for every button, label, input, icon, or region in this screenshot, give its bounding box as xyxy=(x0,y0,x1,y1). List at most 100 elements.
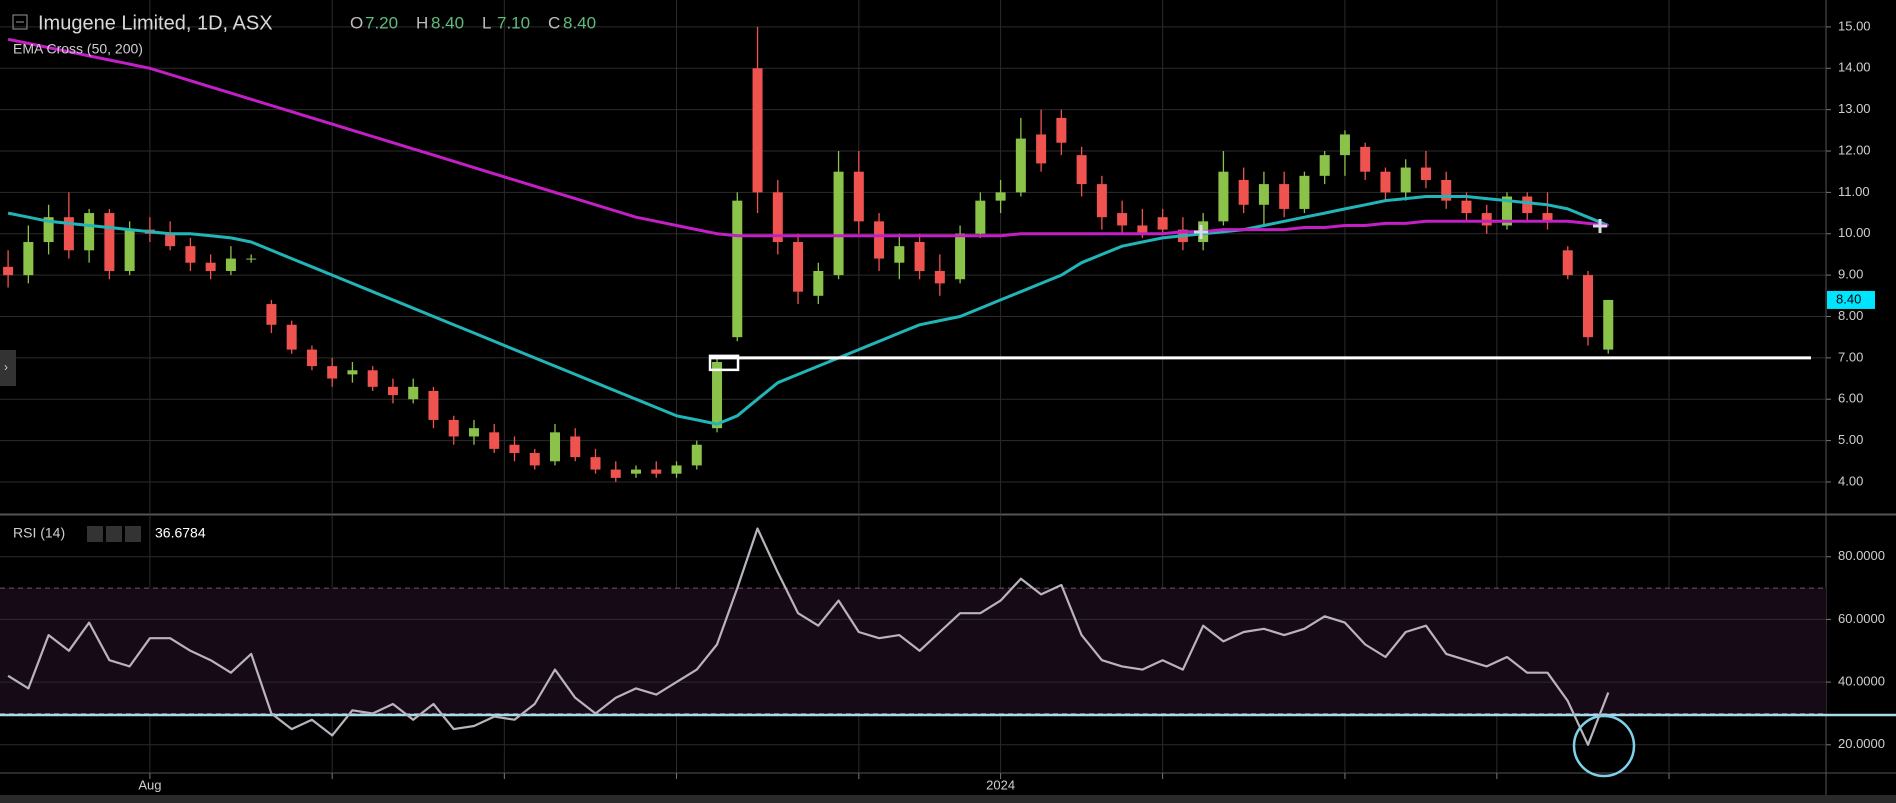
candle-body xyxy=(1157,217,1168,230)
candle-body xyxy=(408,386,419,400)
y-tick-label: 7.00 xyxy=(1838,349,1863,364)
candle-body xyxy=(1056,117,1067,143)
candle-body xyxy=(205,262,216,271)
candle-body xyxy=(124,229,135,271)
cross-marker xyxy=(1593,219,1607,233)
y-tick-label: 8.00 xyxy=(1838,308,1863,323)
candle-body xyxy=(1076,155,1087,185)
candle-body xyxy=(1542,213,1553,222)
candle-body xyxy=(225,258,236,271)
ohlc-value: 8.40 xyxy=(563,13,596,32)
candle-body xyxy=(286,324,297,350)
candle-body xyxy=(712,361,723,429)
rsi-last-value: 36.6784 xyxy=(155,525,206,541)
ohlc-key: C xyxy=(548,13,560,32)
candle-body xyxy=(833,171,844,276)
candle-body xyxy=(955,233,966,280)
last-price-tag xyxy=(1827,290,1875,309)
candle-body xyxy=(306,349,317,367)
side-panel-tab[interactable] xyxy=(0,350,16,386)
bottom-strip xyxy=(0,795,1896,803)
y-tick-label: 13.00 xyxy=(1838,101,1871,116)
x-tick-label: Aug xyxy=(138,777,161,792)
y-tick-label: 60.0000 xyxy=(1838,611,1885,626)
candle-body xyxy=(266,304,277,325)
candle-body xyxy=(1279,184,1290,209)
candle-body xyxy=(468,428,479,437)
candle-body xyxy=(651,469,662,474)
candle-body xyxy=(813,270,824,296)
ohlc-key: H xyxy=(416,13,428,32)
candle-body xyxy=(995,192,1006,201)
candle-body xyxy=(1603,299,1614,350)
candle-body xyxy=(793,242,804,292)
candle-body xyxy=(387,386,398,396)
candle-body xyxy=(1258,184,1269,205)
candle-body xyxy=(1218,171,1229,222)
candle-body xyxy=(1380,171,1391,193)
rsi-visibility-button[interactable] xyxy=(87,526,103,542)
rsi-line xyxy=(7,527,1610,746)
ema-line xyxy=(7,195,1609,426)
indicator-title: EMA Cross (50, 200) xyxy=(13,41,143,57)
labels-layer: Imugene Limited, 1D, ASX EMA Cross (50, … xyxy=(0,12,1885,792)
candle-body xyxy=(43,217,54,243)
candle-body xyxy=(448,419,459,437)
candle-body xyxy=(1461,200,1472,214)
candle-body xyxy=(1339,134,1350,156)
y-tick-label: 12.00 xyxy=(1838,142,1871,157)
y-tick-label: 4.00 xyxy=(1838,473,1863,488)
candle-body xyxy=(894,246,905,263)
candle-body xyxy=(23,242,34,276)
ohlc-key: L xyxy=(482,13,491,32)
marks-layer xyxy=(0,26,1896,778)
support-box xyxy=(708,354,740,372)
candle-body xyxy=(631,469,642,474)
chart-title: Imugene Limited, 1D, ASX xyxy=(38,12,273,34)
candle-body xyxy=(1299,175,1310,209)
candle-body xyxy=(1583,275,1594,338)
candle-body xyxy=(347,370,358,375)
candle-body xyxy=(732,200,743,338)
rsi-settings-button[interactable] xyxy=(106,526,122,542)
candle-body xyxy=(63,217,74,251)
candle-body xyxy=(185,246,196,263)
last-price-label: 8.40 xyxy=(1836,291,1861,306)
rsi-remove-button[interactable] xyxy=(125,526,141,542)
collapse-button[interactable] xyxy=(12,14,28,30)
candle-body xyxy=(509,444,520,454)
candle-body xyxy=(84,213,95,251)
candle-body xyxy=(772,192,783,243)
candle-body xyxy=(104,213,115,271)
y-tick-label: 5.00 xyxy=(1838,432,1863,447)
candle-body xyxy=(1096,184,1107,218)
ohlc-value: 8.40 xyxy=(431,13,464,32)
y-tick-label: 9.00 xyxy=(1838,267,1863,282)
candle-body xyxy=(934,270,945,284)
candle-body xyxy=(1015,138,1026,193)
cross-marker xyxy=(1194,225,1208,239)
candle-body xyxy=(671,465,682,474)
candle-body xyxy=(1400,167,1411,193)
rsi-title: RSI (14) xyxy=(13,525,65,541)
candle-body xyxy=(165,233,176,247)
y-tick-label: 6.00 xyxy=(1838,391,1863,406)
candle-body xyxy=(327,366,338,379)
y-tick-label: 11.00 xyxy=(1838,184,1870,199)
y-tick-label: 14.00 xyxy=(1838,60,1871,75)
candle-body xyxy=(1420,167,1431,180)
y-tick-label: 40.0000 xyxy=(1838,674,1885,689)
candle-body xyxy=(367,370,378,387)
candle-body xyxy=(874,221,885,259)
y-tick-label: 80.0000 xyxy=(1838,548,1885,563)
candle-body xyxy=(1562,250,1573,276)
ohlc-key: O xyxy=(350,13,363,32)
y-tick-label: 10.00 xyxy=(1838,225,1871,240)
rsi-band xyxy=(0,588,1826,714)
candle-body xyxy=(1319,155,1330,176)
candle-body xyxy=(1036,134,1047,164)
ema-line xyxy=(7,37,1609,238)
candle-body xyxy=(1522,196,1533,214)
y-tick-label: 20.0000 xyxy=(1838,736,1885,751)
